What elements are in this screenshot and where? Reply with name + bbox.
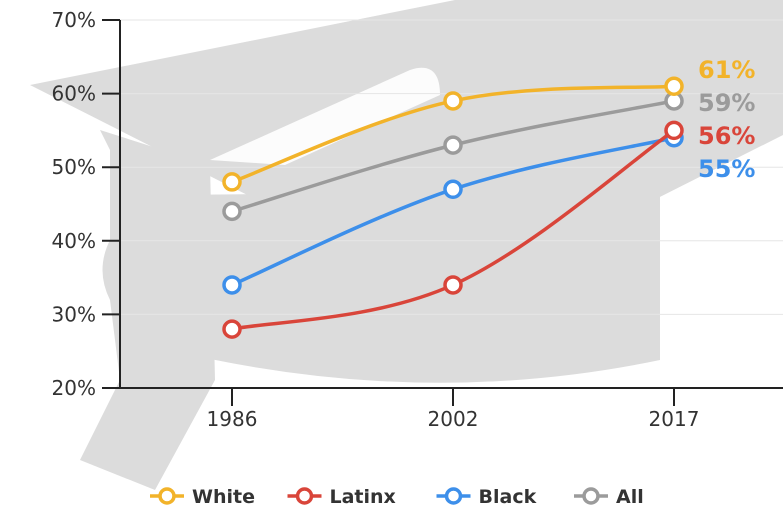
- legend-label-all: All: [616, 486, 644, 508]
- legend-label-latinx: Latinx: [330, 486, 396, 508]
- y-tick-label: 20%: [52, 376, 96, 400]
- data-point-white: [664, 76, 684, 96]
- data-point-all: [443, 135, 463, 155]
- y-tick-label: 40%: [52, 229, 96, 253]
- data-point-black: [222, 275, 242, 295]
- y-tick-label: 50%: [52, 155, 96, 179]
- data-point-white: [222, 172, 242, 192]
- end-label-black: 55%: [698, 155, 755, 183]
- data-point-all: [222, 201, 242, 222]
- data-point-latinx: [222, 319, 242, 339]
- y-tick-label: 30%: [52, 302, 96, 326]
- data-point-latinx: [664, 120, 684, 141]
- legend-item-white: White: [150, 486, 255, 508]
- axes: 20% 30% 40% 50% 60% 70% 1986 2002 2017: [52, 8, 783, 431]
- x-tick-label: 2017: [649, 407, 700, 431]
- legend-marker-latinx: [295, 487, 314, 505]
- legend-marker-all: [582, 487, 600, 505]
- background-graduation-cap-icon: [30, 0, 783, 490]
- legend-marker-black: [444, 487, 463, 505]
- x-tick-label: 2002: [428, 407, 479, 431]
- x-tick-label: 1986: [207, 407, 258, 431]
- end-label-latinx: 56%: [698, 122, 755, 150]
- data-point-latinx: [443, 275, 463, 295]
- legend-label-black: Black: [479, 486, 537, 508]
- legend-marker-white: [158, 487, 176, 505]
- background-cap-highlight: [210, 67, 440, 165]
- end-label-all: 59%: [698, 89, 755, 117]
- y-tick-label: 60%: [52, 82, 96, 106]
- y-tick-label: 70%: [52, 8, 96, 32]
- data-point-black: [443, 179, 463, 200]
- legend-item-black: Black: [436, 486, 537, 508]
- series: [222, 76, 684, 339]
- legend-item-latinx: Latinx: [287, 486, 396, 508]
- legend: White Latinx Black All: [150, 486, 644, 508]
- data-point-white: [443, 91, 463, 111]
- legend-label-white: White: [192, 486, 255, 508]
- end-labels: 61% 56% 55% 59%: [698, 56, 755, 183]
- legend-item-all: All: [574, 486, 644, 508]
- end-label-white: 61%: [698, 56, 755, 84]
